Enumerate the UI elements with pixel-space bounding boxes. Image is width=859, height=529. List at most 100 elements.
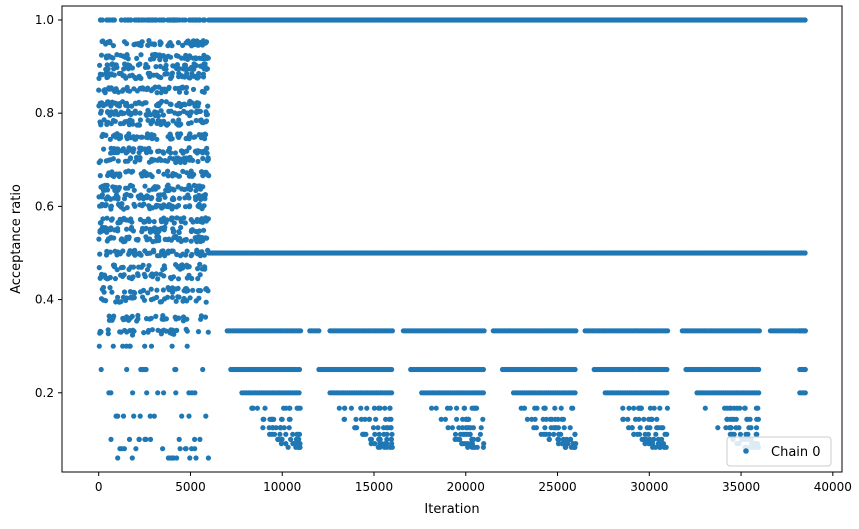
data-point (153, 271, 159, 277)
data-point (110, 149, 116, 156)
data-point (105, 327, 111, 333)
data-point (802, 250, 808, 256)
data-point (180, 150, 186, 156)
data-point (110, 343, 116, 349)
data-point (197, 261, 203, 267)
data-point (182, 74, 188, 80)
data-point (187, 186, 193, 192)
data-point (567, 425, 573, 431)
data-point (169, 287, 175, 293)
data-point (573, 328, 579, 334)
data-point (165, 173, 171, 179)
data-point (382, 405, 388, 411)
data-point (203, 132, 209, 138)
data-point (552, 405, 558, 411)
data-point (200, 150, 206, 156)
data-point (166, 108, 172, 114)
data-point (127, 343, 133, 349)
data-point (480, 444, 486, 450)
data-point (195, 329, 202, 335)
data-point (129, 276, 135, 282)
data-point (97, 100, 103, 106)
data-point (104, 187, 111, 193)
data-point (158, 331, 164, 337)
data-point (107, 285, 113, 291)
data-point (384, 436, 390, 442)
data-point (170, 118, 176, 124)
data-point (153, 64, 159, 70)
data-point (295, 431, 301, 437)
data-point (142, 343, 148, 349)
data-point (182, 446, 188, 452)
data-point (99, 201, 105, 207)
data-point (202, 216, 208, 222)
data-point (281, 425, 287, 431)
data-point (106, 17, 112, 23)
data-point (98, 366, 104, 373)
y-axis-label: Acceptance ratio (9, 184, 24, 294)
data-point (290, 441, 296, 447)
data-point (105, 331, 111, 337)
data-point (131, 413, 137, 419)
data-point (134, 318, 140, 324)
data-point (189, 71, 195, 77)
data-point (388, 416, 394, 422)
data-point (148, 272, 154, 279)
data-point (456, 425, 462, 431)
data-point (135, 272, 141, 279)
data-point (285, 444, 291, 450)
data-point (128, 17, 134, 23)
data-point (205, 455, 211, 461)
data-point (196, 228, 202, 234)
data-point (173, 366, 179, 373)
data-point (112, 88, 118, 94)
data-point (202, 136, 208, 142)
data-point (108, 203, 114, 209)
data-point (184, 275, 190, 281)
data-point (182, 220, 188, 226)
data-point (108, 145, 114, 151)
data-point (173, 298, 179, 304)
data-point (187, 75, 193, 81)
data-point (127, 156, 133, 162)
data-point (724, 416, 730, 422)
data-point (172, 85, 178, 91)
data-point (204, 145, 210, 151)
data-point (342, 405, 348, 411)
data-point (179, 413, 185, 419)
data-point (177, 446, 183, 452)
data-point (98, 108, 104, 114)
data-point (167, 145, 173, 151)
data-point (194, 239, 200, 245)
data-point (277, 431, 283, 437)
data-point (131, 328, 137, 334)
data-point (167, 40, 173, 46)
data-point (104, 119, 110, 126)
data-point (107, 111, 114, 117)
data-point (141, 201, 147, 207)
data-point (147, 56, 154, 62)
data-point (133, 136, 139, 142)
data-point (358, 416, 364, 422)
data-point (298, 328, 304, 334)
data-point (134, 55, 140, 62)
data-point (297, 444, 303, 450)
data-point (646, 441, 652, 447)
data-point (171, 228, 177, 234)
data-point (143, 316, 150, 322)
data-point (164, 158, 171, 164)
data-point (111, 195, 117, 201)
data-point (160, 446, 166, 452)
data-point (199, 63, 205, 70)
data-point (188, 217, 194, 223)
data-point (157, 39, 163, 45)
data-point (104, 238, 110, 244)
data-point (643, 436, 649, 442)
data-point (176, 173, 182, 179)
data-point (106, 390, 112, 396)
data-point (625, 416, 631, 422)
data-point (192, 436, 198, 442)
data-point (429, 405, 435, 411)
data-point (629, 425, 635, 431)
data-point (158, 108, 164, 114)
